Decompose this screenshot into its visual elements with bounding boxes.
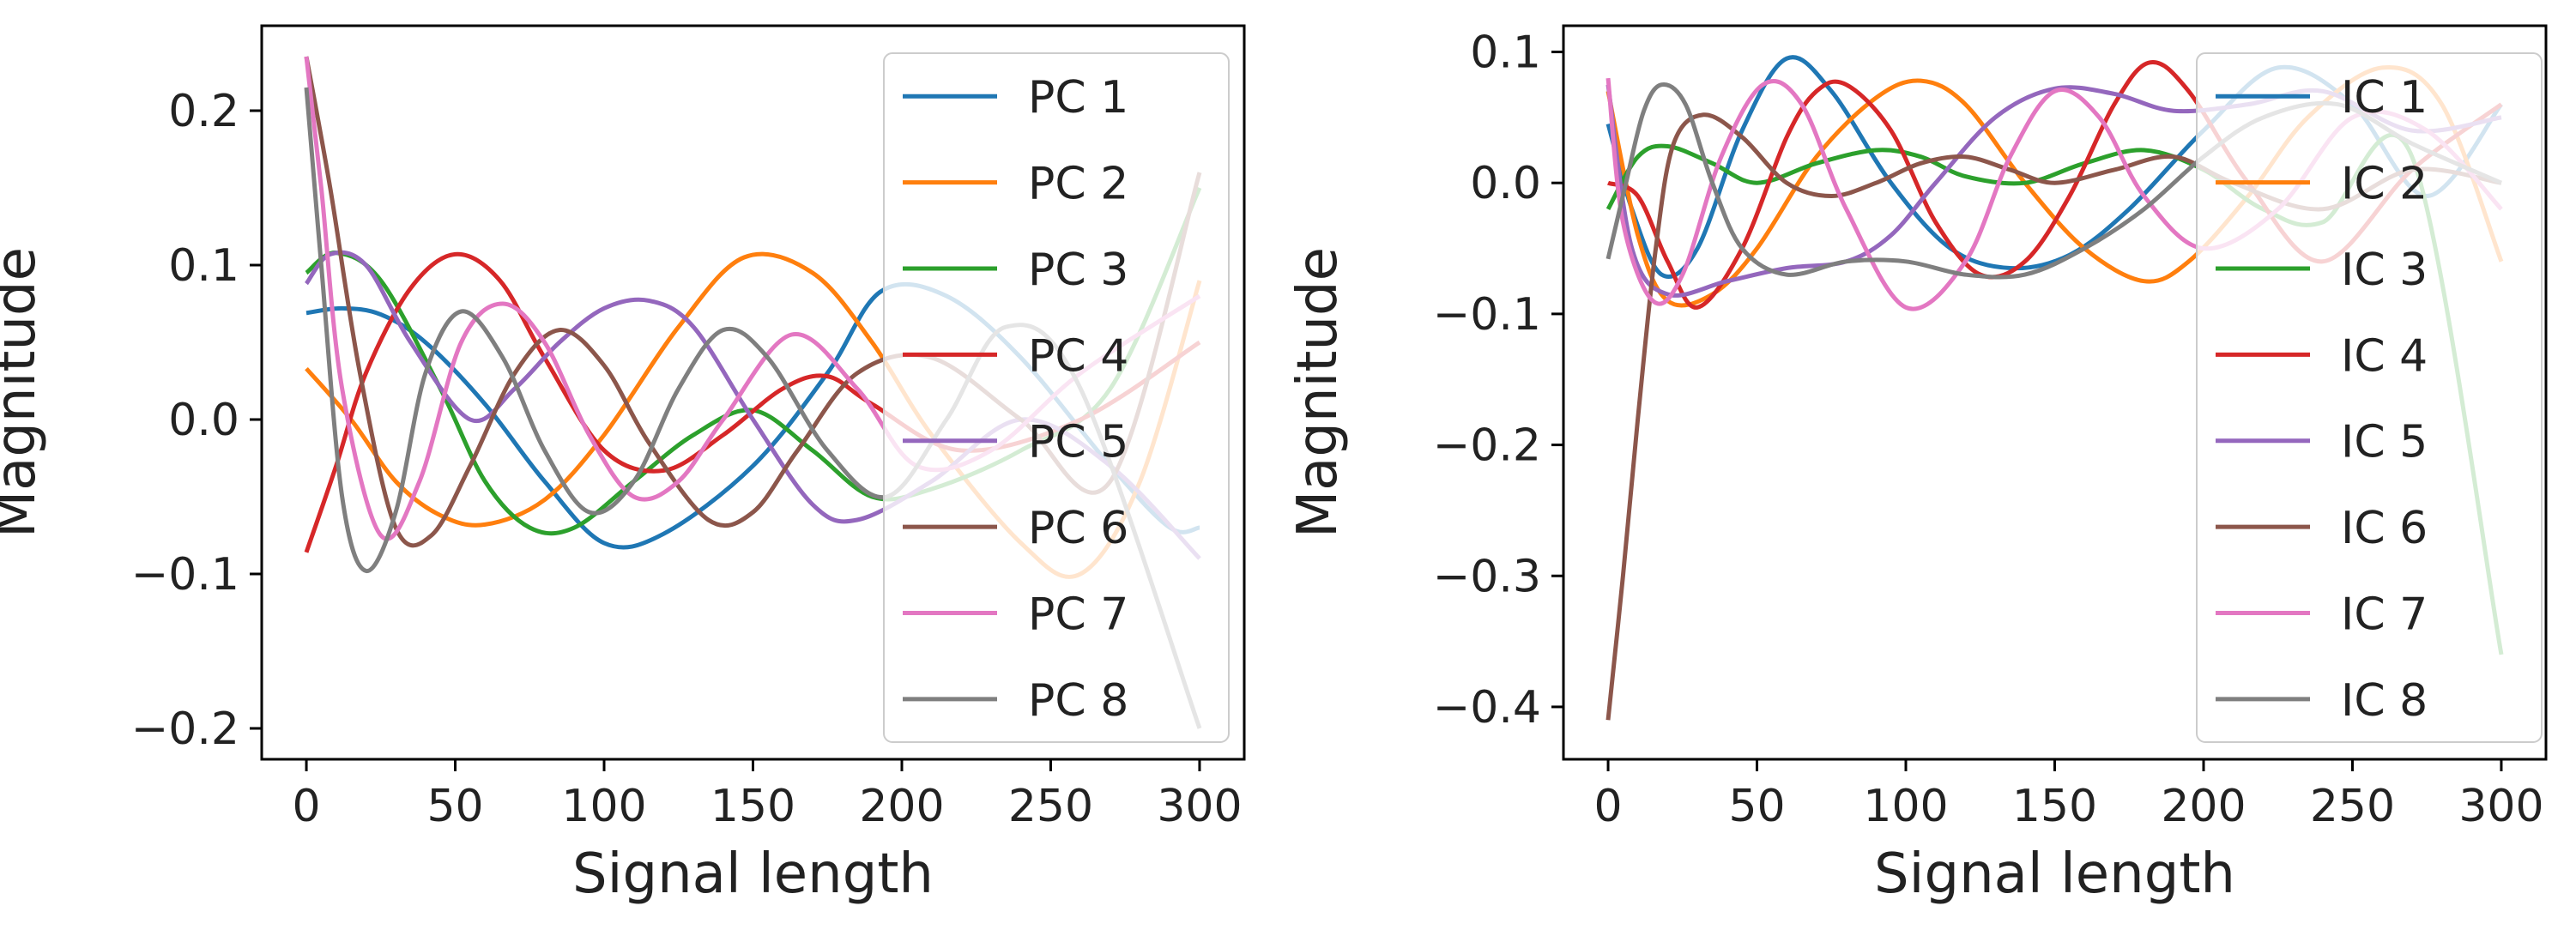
x-tick-label: 200 <box>859 781 944 832</box>
x-tick-label: 250 <box>2310 781 2395 832</box>
y-tick-label: −0.1 <box>131 549 239 601</box>
y-axis-label: Magnitude <box>0 247 48 538</box>
legend-label-ic-8: IC 8 <box>2341 675 2428 727</box>
x-axis-label: Signal length <box>572 842 934 906</box>
legend-label-ic-7: IC 7 <box>2341 589 2428 640</box>
x-tick-label: 250 <box>1008 781 1093 832</box>
y-tick-label: −0.2 <box>1433 420 1541 472</box>
chart-panel-2: IC 1 IC 2 IC 3 IC 4 IC 5 IC 6 IC 7 IC 8 0 50 100 15… <box>1286 24 2548 906</box>
legend-label-ic-6: IC 6 <box>2341 503 2428 554</box>
x-tick-label: 100 <box>1863 781 1948 832</box>
x-tick-label: 150 <box>2012 781 2097 832</box>
x-tick-label: 300 <box>1157 781 1242 832</box>
legend-box <box>2196 52 2543 743</box>
y-tick-label: −0.3 <box>1433 551 1541 602</box>
legend-label-ic-4: IC 4 <box>2341 330 2428 382</box>
x-axis-label: Signal length <box>1874 842 2235 906</box>
legend-label-ic-5: IC 5 <box>2341 417 2428 468</box>
legend-label-pc-8: PC 8 <box>1028 675 1128 727</box>
y-tick-label: −0.2 <box>131 704 239 755</box>
legend-label-ic-3: IC 3 <box>2341 245 2428 296</box>
legend-label-pc-5: PC 5 <box>1028 417 1128 468</box>
x-tick-label: 0 <box>292 781 320 832</box>
legend-label-pc-2: PC 2 <box>1028 159 1128 210</box>
x-tick-label: 50 <box>426 781 483 832</box>
chart-panel-1: PC 1 PC 2 PC 3 PC 4 PC 5 PC 6 PC 7 PC 8 0 50 100 15… <box>0 24 1246 906</box>
y-tick-label: −0.1 <box>1433 289 1541 341</box>
y-tick-label: 0.0 <box>1470 158 1541 209</box>
x-tick-label: 0 <box>1593 781 1622 832</box>
x-tick-label: 200 <box>2161 781 2246 832</box>
legend-label-pc-4: PC 4 <box>1028 330 1128 382</box>
legend-label-ic-1: IC 1 <box>2341 72 2428 124</box>
y-axis-label: Magnitude <box>1286 247 1350 538</box>
y-tick-label: 0.2 <box>168 86 239 137</box>
x-tick-label: 100 <box>561 781 646 832</box>
legend-label-pc-3: PC 3 <box>1028 245 1128 296</box>
x-tick-label: 50 <box>1728 781 1785 832</box>
x-tick-label: 150 <box>711 781 795 832</box>
y-tick-label: −0.4 <box>1433 682 1541 734</box>
x-tick-label: 300 <box>2458 781 2543 832</box>
legend-label-pc-1: PC 1 <box>1028 72 1128 124</box>
legend-label-ic-2: IC 2 <box>2341 159 2428 210</box>
series-group <box>304 56 1202 729</box>
legend-label-pc-6: PC 6 <box>1028 503 1128 554</box>
legend-label-pc-7: PC 7 <box>1028 589 1128 640</box>
y-tick-label: 0.1 <box>1470 27 1541 79</box>
y-tick-label: 0.1 <box>168 240 239 292</box>
y-tick-label: 0.0 <box>168 395 239 446</box>
legend-box <box>883 52 1230 743</box>
